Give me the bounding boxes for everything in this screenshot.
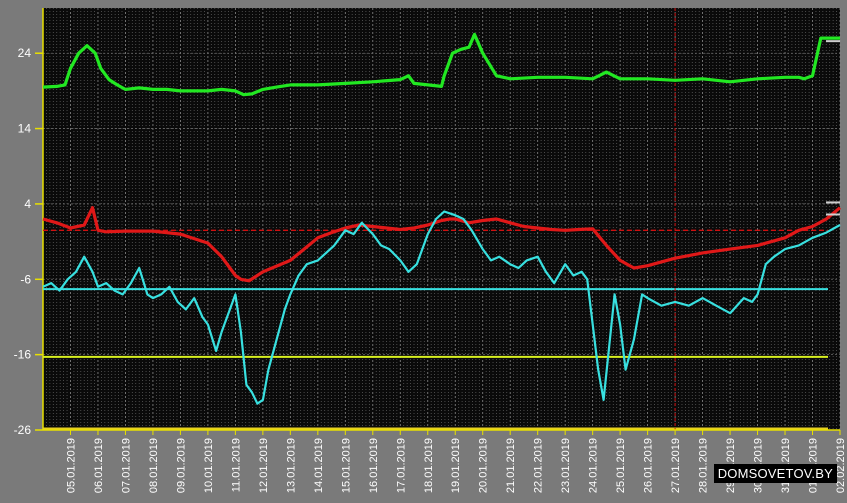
x-tick-label: 28.01.2019 xyxy=(698,438,710,493)
x-tick-label: 13.01.2019 xyxy=(285,438,297,493)
x-tick-label: 16.01.2019 xyxy=(368,438,380,493)
x-tick-label: 09.01.2019 xyxy=(175,438,187,493)
x-tick-label: 08.01.2019 xyxy=(148,438,160,493)
y-tick-label: 14 xyxy=(18,122,32,136)
y-tick-label: -6 xyxy=(20,272,31,286)
x-tick-label: 06.01.2019 xyxy=(93,438,105,493)
x-tick-label: 07.01.2019 xyxy=(120,438,132,493)
y-tick-label: 4 xyxy=(24,197,31,211)
x-tick-label: 02.02.2019 xyxy=(835,438,847,493)
y-tick-label: -16 xyxy=(14,348,32,362)
x-tick-label: 10.01.2019 xyxy=(203,438,215,493)
watermark-label: DOMSOVETOV.BY xyxy=(713,464,837,483)
x-tick-label: 19.01.2019 xyxy=(450,438,462,493)
series-line-2 xyxy=(42,206,842,283)
x-tick-label: 26.01.2019 xyxy=(643,438,655,493)
x-tick-label: 17.01.2019 xyxy=(395,438,407,493)
series-line-1 xyxy=(42,32,840,97)
x-tick-label: 24.01.2019 xyxy=(588,438,600,493)
x-tick-label: 05.01.2019 xyxy=(65,438,77,493)
x-tick-label: 12.01.2019 xyxy=(258,438,270,493)
series-line-3 xyxy=(42,210,841,405)
x-tick-label: 14.01.2019 xyxy=(313,438,325,493)
x-tick-label: 20.01.2019 xyxy=(478,438,490,493)
x-tick-label: 23.01.2019 xyxy=(560,438,572,493)
y-tick-label: 24 xyxy=(18,46,32,60)
x-tick-label: 21.01.2019 xyxy=(505,438,517,493)
x-tick-label: 22.01.2019 xyxy=(533,438,545,493)
x-tick-label: 18.01.2019 xyxy=(423,438,435,493)
x-tick-label: 27.01.2019 xyxy=(670,438,682,493)
x-tick-label: 15.01.2019 xyxy=(340,438,352,493)
x-tick-label: 25.01.2019 xyxy=(615,438,627,493)
y-tick-label: -26 xyxy=(14,423,32,437)
x-tick-label: 11.01.2019 xyxy=(230,438,242,492)
